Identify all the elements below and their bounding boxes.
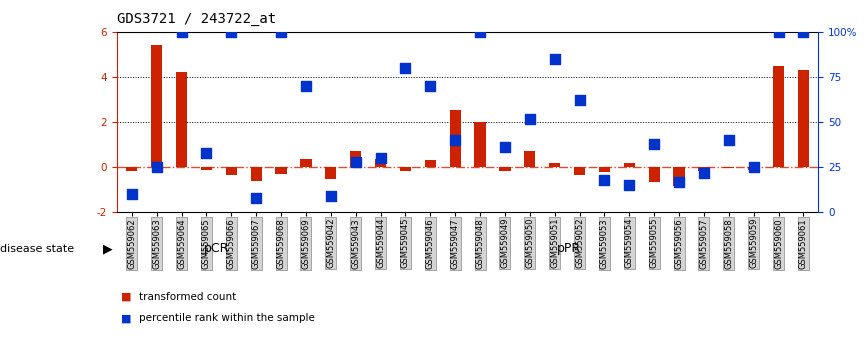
Point [175, 29, 189, 35]
Bar [400, 167, 411, 171]
Bar [549, 163, 560, 167]
Bar [698, 167, 709, 171]
Bar [201, 167, 212, 170]
Point [473, 29, 487, 35]
Bar [275, 167, 287, 174]
Bar [773, 66, 785, 167]
Bar [176, 73, 187, 167]
Point [722, 137, 736, 143]
Point [423, 83, 437, 89]
Bar [500, 167, 511, 171]
Text: GDS3721 / 243722_at: GDS3721 / 243722_at [117, 12, 276, 27]
Point [572, 98, 586, 103]
Point [548, 56, 562, 62]
Bar [599, 167, 610, 172]
Point [697, 170, 711, 176]
Bar [748, 167, 759, 170]
Bar [449, 110, 461, 167]
Bar [674, 167, 685, 187]
Point [498, 144, 512, 150]
Bar [301, 159, 312, 167]
Bar [649, 167, 660, 182]
Point [324, 193, 338, 199]
Point [623, 183, 637, 188]
Bar [524, 152, 535, 167]
Point [125, 192, 139, 197]
Bar [574, 167, 585, 175]
Bar [624, 163, 635, 167]
Point [150, 164, 164, 170]
Text: pCR: pCR [204, 242, 229, 255]
Bar [350, 152, 361, 167]
Bar [126, 167, 138, 171]
Point [299, 83, 313, 89]
Point [449, 137, 462, 143]
Bar [475, 122, 486, 167]
Point [398, 65, 412, 71]
Point [224, 29, 238, 35]
Text: pPR: pPR [557, 242, 581, 255]
Bar [798, 70, 809, 167]
Point [672, 179, 686, 184]
Point [772, 29, 785, 35]
Point [275, 29, 288, 35]
Text: ■: ■ [121, 313, 132, 323]
Bar [326, 167, 336, 178]
Point [349, 159, 363, 165]
Bar [151, 45, 162, 167]
Point [797, 29, 811, 35]
Bar [226, 167, 237, 175]
Bar [375, 159, 386, 167]
Text: ▶: ▶ [103, 242, 113, 255]
Point [199, 150, 213, 156]
Point [523, 116, 537, 121]
Text: ■: ■ [121, 292, 132, 302]
Bar [424, 160, 436, 167]
Point [249, 195, 263, 201]
Text: transformed count: transformed count [139, 292, 236, 302]
Point [746, 164, 760, 170]
Text: disease state: disease state [0, 244, 74, 254]
Text: percentile rank within the sample: percentile rank within the sample [139, 313, 314, 323]
Bar [723, 167, 734, 169]
Bar [250, 167, 262, 181]
Point [647, 141, 661, 147]
Point [373, 155, 387, 161]
Point [598, 177, 611, 183]
